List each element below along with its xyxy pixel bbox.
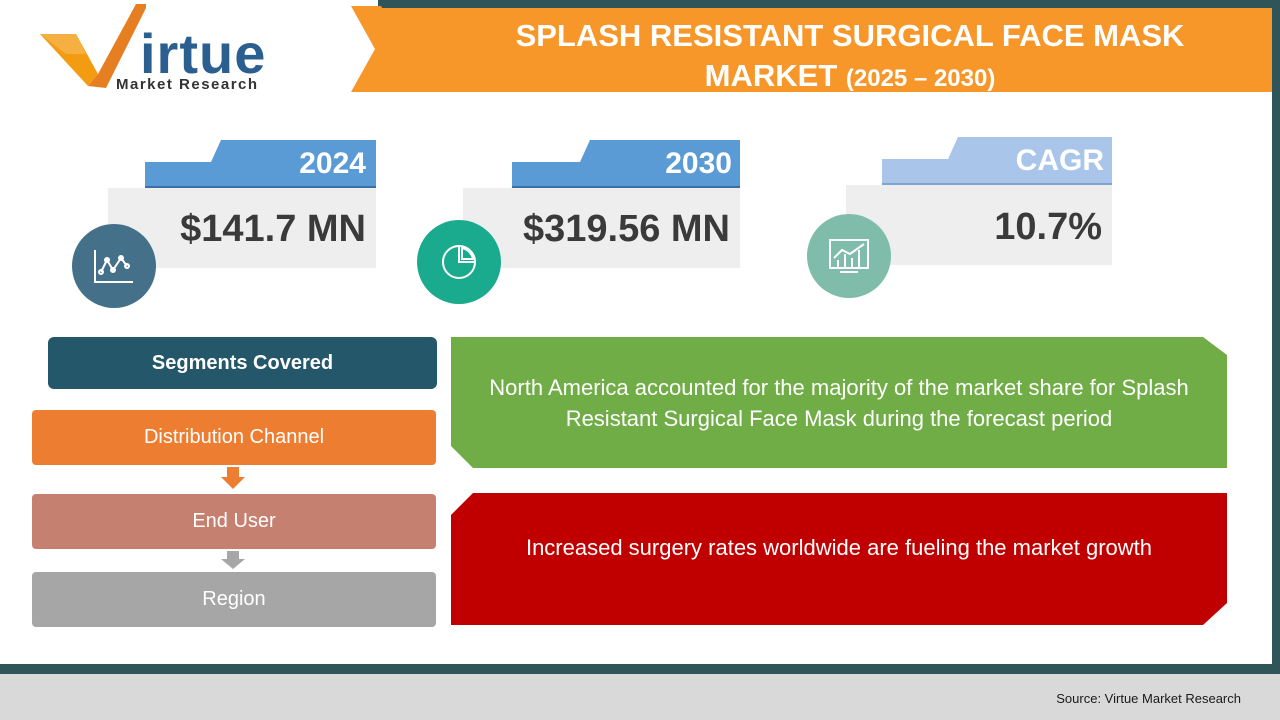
stat-tab-2030 (512, 140, 740, 188)
line-chart-icon (94, 250, 133, 283)
company-logo: irtue Market Research (36, 4, 336, 96)
pie-chart-icon (442, 245, 476, 279)
arrow-down-icon (221, 467, 245, 489)
stat-label-cagr: CAGR (1015, 144, 1104, 177)
stat-circle-2030 (417, 220, 501, 304)
bottom-frame-line (0, 664, 1280, 674)
stat-circle-cagr (807, 214, 891, 298)
right-frame-line (1272, 0, 1280, 668)
insight-text-1: North America accounted for the majority… (489, 374, 1189, 431)
arrow-down-icon (221, 551, 245, 569)
page-title: SPLASH RESISTANT SURGICAL FACE MASK MARK… (420, 16, 1280, 99)
bar-chart-icon (829, 239, 869, 273)
stat-tab-2024 (145, 140, 376, 188)
stat-value-2030: $319.56 MN (522, 208, 730, 250)
footer-bar (0, 674, 1280, 720)
stat-label-2030: 2030 (665, 147, 732, 180)
title-line-1: SPLASH RESISTANT SURGICAL FACE MASK (515, 18, 1185, 53)
stat-value-2024: $141.7 MN (180, 208, 366, 250)
stat-box-2030 (463, 188, 740, 268)
insight-text-2: Increased surgery rates worldwide are fu… (525, 534, 1153, 560)
stat-tab-cagr (882, 137, 1112, 185)
title-market: MARKET (704, 58, 838, 93)
stat-value-cagr: 10.7% (994, 206, 1102, 248)
insight-north-america: North America accounted for the majority… (451, 337, 1227, 468)
logo-subtitle: Market Research (116, 76, 259, 93)
insight-growth-driver: Increased surgery rates worldwide are fu… (451, 493, 1227, 625)
title-years: (2025 – 2030) (845, 65, 996, 92)
logo-v-icon (40, 4, 146, 88)
stat-circle-2024 (72, 224, 156, 308)
segment-distribution-channel: Distribution Channel (32, 410, 436, 465)
stat-label-2024: 2024 (299, 147, 366, 180)
title-banner (378, 8, 1272, 92)
footer-source: Source: Virtue Market Research (1056, 691, 1241, 706)
segment-region: Region (32, 572, 436, 627)
top-frame-line (378, 0, 1280, 8)
title-line-2: MARKET (2025 – 2030) (420, 56, 1280, 99)
segments-header: Segments Covered (48, 337, 437, 389)
logo-wordmark: irtue (140, 22, 267, 85)
segment-end-user: End User (32, 494, 436, 549)
